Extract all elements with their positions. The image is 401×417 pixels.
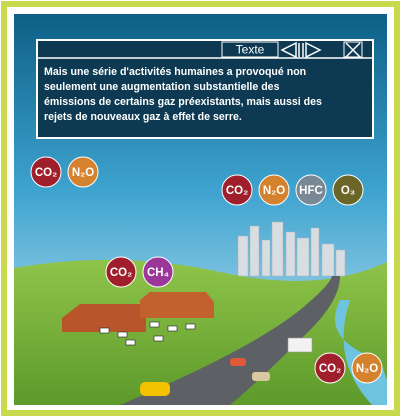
paragraph-line: Mais une série d'activités humaines a pr… bbox=[44, 66, 306, 78]
gas-label: CO₂ bbox=[35, 167, 57, 179]
gas-label: CO₂ bbox=[110, 267, 132, 279]
gas-label: CO₂ bbox=[226, 185, 248, 197]
paragraph-line: seulement une augmentation substantielle… bbox=[44, 81, 280, 93]
gas-label: CO₂ bbox=[319, 363, 341, 375]
gas-label: N₂O bbox=[72, 167, 94, 179]
gas-label: O₃ bbox=[341, 185, 355, 197]
header-label: Texte bbox=[236, 43, 265, 57]
paragraph-line: rejets de nouveaux gaz à effet de serre. bbox=[44, 111, 242, 123]
gas-label: N₂O bbox=[263, 185, 285, 197]
gas-label: N₂O bbox=[356, 363, 378, 375]
gas-label: CH₄ bbox=[147, 267, 169, 279]
paragraph-line: émissions de certains gaz préexistants, … bbox=[44, 96, 322, 108]
gas-label: HFC bbox=[299, 185, 323, 197]
illustration-panel: Texte Mais une série d'activités humaine… bbox=[0, 0, 401, 417]
